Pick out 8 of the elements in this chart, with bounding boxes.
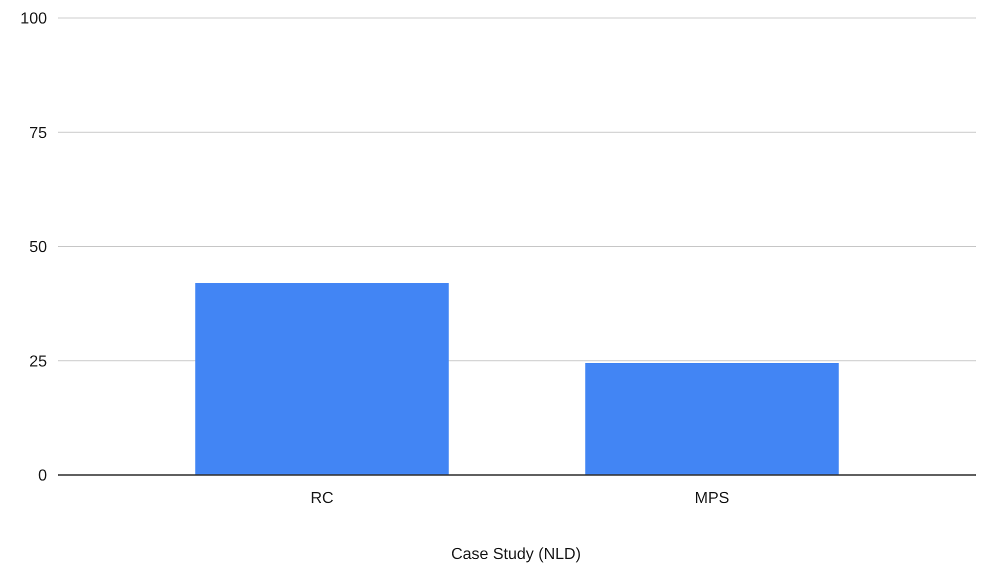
x-tick-label: MPS bbox=[694, 490, 730, 507]
y-tick-label: 50 bbox=[29, 239, 48, 256]
y-tick-label: 100 bbox=[20, 10, 48, 28]
y-tick-label: 0 bbox=[38, 468, 48, 485]
y-tick-label: 75 bbox=[29, 124, 48, 142]
x-axis-title: Case Study (NLD) bbox=[451, 546, 581, 563]
y-tick-label: 25 bbox=[29, 353, 48, 370]
x-tick-label: RC bbox=[310, 490, 334, 507]
